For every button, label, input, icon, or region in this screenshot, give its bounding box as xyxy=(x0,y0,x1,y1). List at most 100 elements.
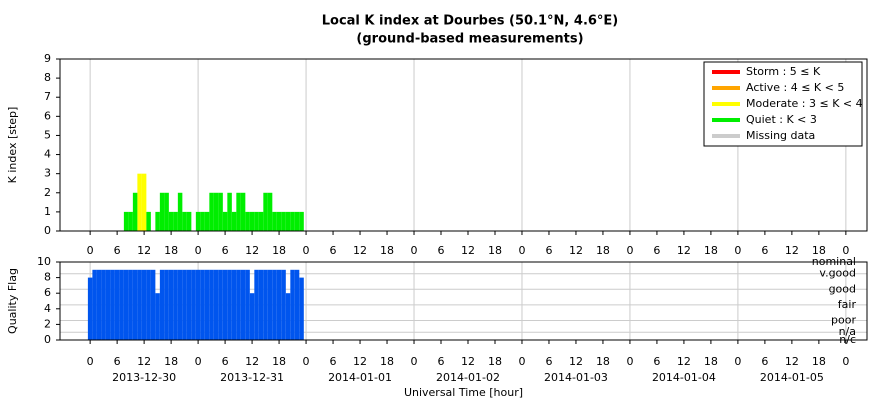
x-tick-label: 6 xyxy=(114,355,121,368)
y-tick-label: 7 xyxy=(44,90,51,103)
x-tick-label: 12 xyxy=(785,244,799,257)
bar xyxy=(276,269,282,340)
bar xyxy=(258,269,264,340)
bar xyxy=(285,211,291,231)
x-tick-label: 12 xyxy=(137,244,151,257)
y-axis-label: K index [step] xyxy=(6,107,19,184)
bar xyxy=(128,211,133,231)
bar xyxy=(128,269,133,340)
bar xyxy=(218,192,223,231)
y-tick-label: 9 xyxy=(44,52,51,65)
x-tick-label: 12 xyxy=(137,355,151,368)
x-tick-label: 18 xyxy=(488,244,502,257)
x-tick-label: 18 xyxy=(704,355,718,368)
bar xyxy=(177,269,183,340)
x-tick-label: 6 xyxy=(545,244,552,257)
bar xyxy=(240,269,246,340)
bar xyxy=(159,269,165,340)
bar xyxy=(114,269,120,340)
date-label: 2014-01-04 xyxy=(652,371,716,384)
bar xyxy=(254,211,259,231)
x-tick-label: 6 xyxy=(438,244,445,257)
date-label: 2013-12-31 xyxy=(220,371,284,384)
bar xyxy=(276,211,282,231)
x-tick-label: 12 xyxy=(461,355,475,368)
bar xyxy=(173,269,178,340)
x-tick-label: 12 xyxy=(353,244,367,257)
bar xyxy=(299,277,304,340)
bar xyxy=(204,269,210,340)
bar xyxy=(209,192,214,231)
bar xyxy=(281,269,286,340)
bar xyxy=(159,192,165,231)
x-tick-label: 18 xyxy=(488,355,502,368)
bar xyxy=(141,173,147,231)
bar xyxy=(281,211,286,231)
x-axis-label: Universal Time [hour] xyxy=(404,386,523,399)
legend-label: Missing data xyxy=(746,129,815,142)
x-tick-label: 18 xyxy=(596,355,610,368)
x-tick-label: 12 xyxy=(677,244,691,257)
legend-label: Active : 4 ≤ K < 5 xyxy=(746,81,844,94)
bar xyxy=(164,192,169,231)
bar xyxy=(267,269,273,340)
y-tick-label: 0 xyxy=(44,333,51,346)
x-tick-label: 18 xyxy=(380,244,394,257)
x-tick-label: 12 xyxy=(461,244,475,257)
x-tick-label: 6 xyxy=(438,355,445,368)
chart-title: Local K index at Dourbes (50.1°N, 4.6°E) xyxy=(322,14,619,29)
x-tick-label: 0 xyxy=(842,244,849,257)
bar xyxy=(141,269,147,340)
x-tick-label: 18 xyxy=(272,244,286,257)
bar xyxy=(240,192,246,231)
bar xyxy=(191,269,196,340)
bar xyxy=(150,269,156,340)
x-tick-label: 0 xyxy=(626,355,633,368)
bar xyxy=(87,277,93,340)
bar xyxy=(222,211,228,231)
bar xyxy=(290,269,295,340)
plot-frame xyxy=(59,261,868,341)
x-tick-label: 6 xyxy=(330,355,337,368)
x-tick-label: 6 xyxy=(330,244,337,257)
bar xyxy=(231,211,237,231)
bar xyxy=(254,269,259,340)
bar xyxy=(123,211,129,231)
x-tick-label: 0 xyxy=(734,355,741,368)
x-tick-label: 0 xyxy=(842,355,849,368)
bar xyxy=(173,211,178,231)
bar xyxy=(105,269,111,340)
x-tick-label: 0 xyxy=(518,355,525,368)
bar xyxy=(200,211,205,231)
x-tick-label: 0 xyxy=(411,355,418,368)
bar xyxy=(227,269,232,340)
x-tick-label: 0 xyxy=(734,244,741,257)
bar xyxy=(146,269,151,340)
x-tick-label: 6 xyxy=(222,355,229,368)
bar xyxy=(249,293,255,340)
bar xyxy=(263,192,268,231)
bar xyxy=(249,211,255,231)
bar xyxy=(182,211,187,231)
y-tick-label: 4 xyxy=(44,148,51,161)
bar xyxy=(132,192,138,231)
x-tick-label: 0 xyxy=(303,355,310,368)
bar xyxy=(168,211,174,231)
chart-subtitle: (ground-based measurements) xyxy=(356,32,583,47)
x-tick-label: 0 xyxy=(195,355,202,368)
bar xyxy=(186,211,192,231)
x-tick-label: 18 xyxy=(272,355,286,368)
date-label: 2014-01-02 xyxy=(436,371,500,384)
y2-tick-label: fair xyxy=(838,298,857,311)
bar xyxy=(245,211,250,231)
x-tick-label: 18 xyxy=(164,244,178,257)
bar xyxy=(137,269,142,340)
bar xyxy=(155,211,160,231)
x-tick-label: 12 xyxy=(569,244,583,257)
bar xyxy=(294,269,300,340)
legend-label: Quiet : K < 3 xyxy=(746,113,817,126)
x-tick-label: 18 xyxy=(164,355,178,368)
y-tick-label: 5 xyxy=(44,128,51,141)
y-tick-label: 6 xyxy=(44,286,51,299)
y-tick-label: 1 xyxy=(44,205,51,218)
